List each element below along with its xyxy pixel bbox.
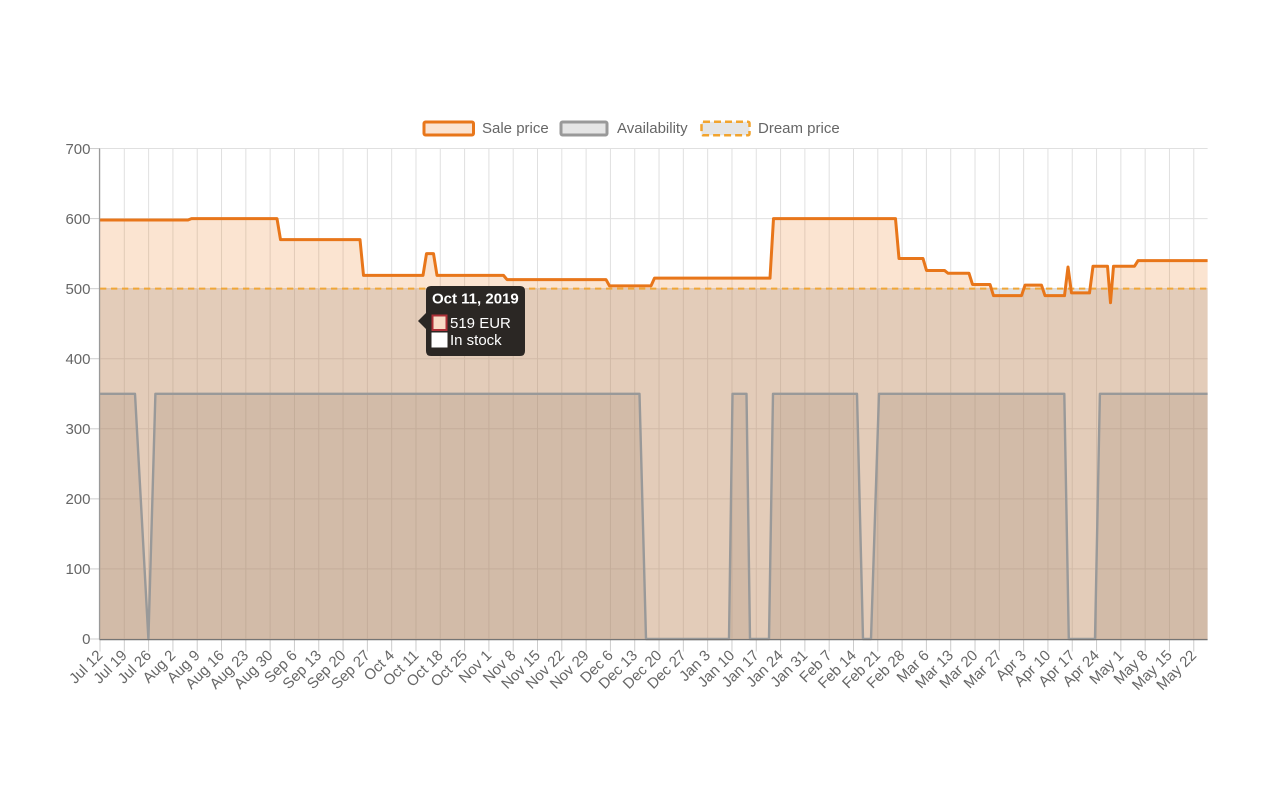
svg-text:200: 200 [65,491,90,508]
svg-text:600: 600 [65,211,90,228]
svg-text:300: 300 [65,421,90,438]
svg-text:Availability: Availability [617,120,688,137]
svg-text:519 EUR: 519 EUR [450,315,511,332]
svg-text:Dream price: Dream price [758,120,840,137]
svg-text:700: 700 [65,141,90,158]
svg-text:In stock: In stock [450,332,502,349]
svg-text:0: 0 [82,631,90,648]
svg-text:Oct 11, 2019: Oct 11, 2019 [432,291,519,308]
svg-text:Sale price: Sale price [482,120,549,137]
svg-text:500: 500 [65,281,90,298]
svg-text:100: 100 [65,561,90,578]
svg-text:400: 400 [65,351,90,368]
